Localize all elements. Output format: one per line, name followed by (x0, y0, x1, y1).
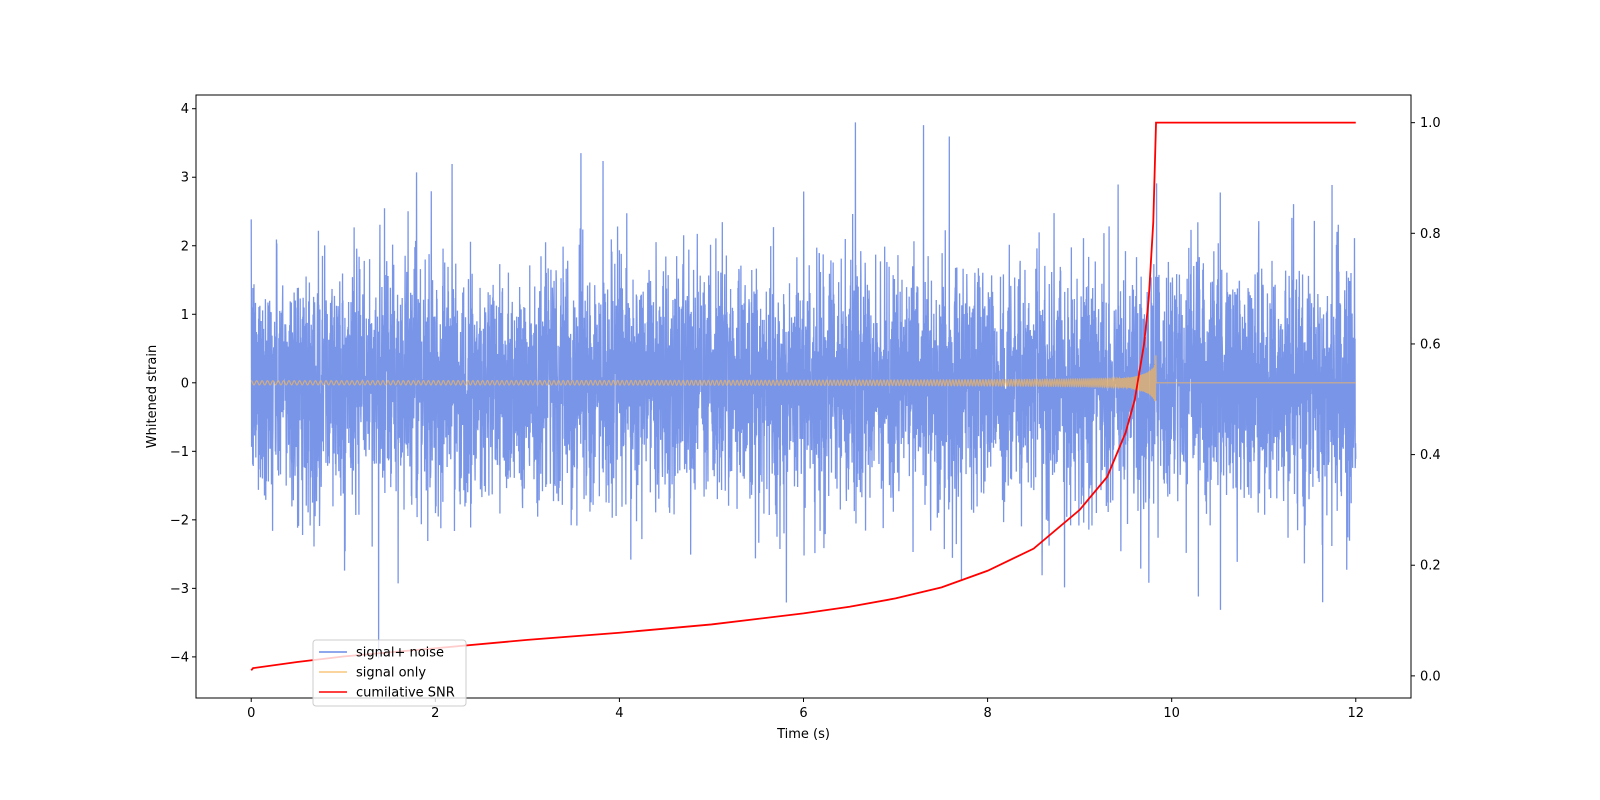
y-tick-label: 0 (181, 376, 189, 391)
x-tick-label: 4 (615, 706, 623, 721)
y-tick-label: 4 (181, 102, 189, 117)
y-axis-ticks: −4 −3 −2 −1 0 1 2 3 4 (170, 102, 196, 665)
x-tick-label: 10 (1163, 706, 1180, 721)
x-axis-label: Time (s) (776, 727, 830, 742)
y-tick-label: −2 (170, 513, 189, 528)
x-tick-label: 12 (1347, 706, 1364, 721)
x-tick-label: 2 (431, 706, 439, 721)
series-line-signal-only (251, 355, 1356, 402)
y2-tick-label: 0.8 (1420, 227, 1441, 242)
y2-tick-label: 0.6 (1420, 337, 1441, 352)
y-axis-label: Whitened strain (145, 345, 160, 448)
x-tick-label: 6 (799, 706, 807, 721)
y-tick-label: −3 (170, 582, 189, 597)
y2-tick-label: 0.4 (1420, 448, 1441, 463)
legend-label-signal-only: signal only (356, 666, 426, 681)
legend-label-cumulative-snr: cumilative SNR (356, 686, 455, 701)
y2-tick-label: 0.2 (1420, 559, 1441, 574)
y2-tick-label: 0.0 (1420, 669, 1441, 684)
legend: signal+ noise signal only cumilative SNR (312, 639, 467, 707)
y-tick-label: 1 (181, 308, 189, 323)
y-tick-label: −4 (170, 650, 189, 665)
x-tick-label: 0 (247, 706, 255, 721)
x-tick-label: 8 (983, 706, 991, 721)
y2-tick-label: 1.0 (1420, 116, 1441, 131)
y-tick-label: 2 (181, 239, 189, 254)
y2-axis-ticks: 0.0 0.2 0.4 0.6 0.8 1.0 (1411, 116, 1441, 684)
series-line-signal-noise (250, 122, 1357, 659)
series-signal-only (251, 355, 1356, 402)
series-signal-noise (250, 122, 1357, 659)
legend-box (312, 639, 467, 707)
legend-label-signal-noise: signal+ noise (356, 646, 444, 661)
y-tick-label: 3 (181, 171, 189, 186)
y-tick-label: −1 (170, 445, 189, 460)
